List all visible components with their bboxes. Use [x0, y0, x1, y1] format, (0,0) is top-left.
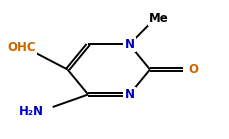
Text: OHC: OHC: [7, 41, 36, 54]
Text: Me: Me: [149, 12, 169, 25]
Text: H₂N: H₂N: [18, 105, 44, 118]
Text: O: O: [188, 63, 199, 76]
Text: N: N: [124, 38, 134, 51]
Text: N: N: [124, 88, 134, 101]
